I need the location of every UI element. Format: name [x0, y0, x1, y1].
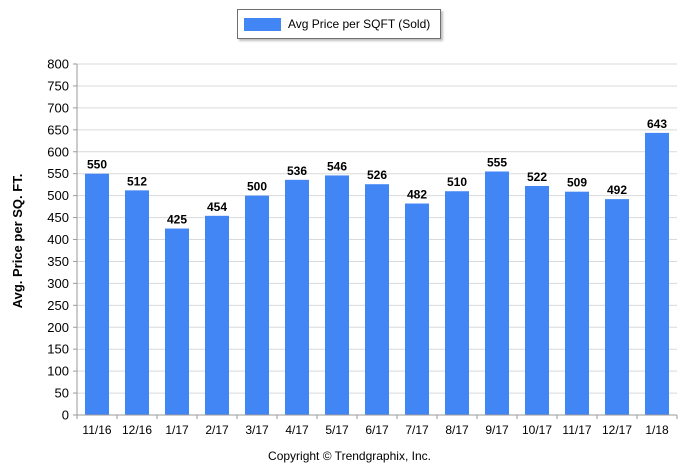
data-label: 454: [207, 200, 227, 214]
data-label: 500: [247, 180, 267, 194]
x-tick-label: 11/17: [562, 423, 591, 437]
data-label: 555: [487, 155, 507, 169]
data-label: 509: [567, 176, 587, 190]
legend-label: Avg Price per SQFT (Sold): [288, 17, 431, 31]
x-tick-label: 3/17: [245, 423, 269, 437]
y-tick-label: 500: [47, 188, 69, 203]
bar: [645, 132, 669, 416]
x-tick-label: 4/17: [285, 423, 309, 437]
bar: [325, 175, 349, 415]
data-label: 510: [447, 175, 467, 189]
bar: [525, 185, 549, 415]
y-tick-label: 300: [47, 276, 69, 291]
data-labels: 550 512 425 454 500 536 546 526 482 510 555 522 509 4…: [87, 117, 667, 227]
bar: [365, 184, 389, 415]
x-tick-label: 11/16: [82, 423, 111, 437]
bar: [565, 191, 589, 415]
y-tick-label: 350: [47, 254, 69, 269]
data-label: 522: [527, 170, 547, 184]
x-tick-label: 12/17: [602, 423, 632, 437]
data-label: 643: [647, 117, 667, 131]
data-label: 536: [287, 164, 307, 178]
y-tick-label: 600: [47, 144, 69, 159]
data-label: 425: [167, 213, 187, 227]
legend-swatch: [244, 17, 281, 31]
bar: [125, 190, 149, 415]
y-tick-label: 800: [47, 57, 69, 72]
x-tick-label: 7/17: [405, 423, 429, 437]
bar: [245, 195, 269, 415]
x-tick-label: 12/16: [122, 423, 152, 437]
y-tick-label: 650: [47, 122, 69, 137]
y-tick-label: 550: [47, 166, 69, 181]
bar: [165, 228, 189, 415]
x-tick-label: 6/17: [365, 423, 389, 437]
chart-legend: Avg Price per SQFT (Sold): [237, 9, 441, 39]
data-label: 492: [607, 183, 627, 197]
y-tick-label: 100: [47, 364, 69, 379]
x-tick-label: 10/17: [522, 423, 552, 437]
data-label: 526: [367, 168, 387, 182]
bar: [285, 179, 309, 415]
y-tick-label: 50: [55, 386, 69, 401]
axes: 0 50 100 150 200 250 300 350 400 450 500 550 600 650 7…: [47, 57, 678, 437]
y-tick-label: 450: [47, 210, 69, 225]
x-tick-label: 2/17: [205, 423, 229, 437]
x-tick-label: 9/17: [485, 423, 509, 437]
y-tick-label: 750: [47, 78, 69, 93]
bar: [485, 171, 509, 415]
bar: [445, 191, 469, 415]
bar: [405, 203, 429, 415]
y-tick-label: 200: [47, 320, 69, 335]
x-tick-label: 1/17: [165, 423, 189, 437]
bar: [85, 173, 109, 415]
bars: [85, 132, 669, 416]
copyright-text: Copyright © Trendgraphix, Inc.: [268, 449, 431, 463]
data-label: 512: [127, 174, 147, 188]
y-tick-label: 700: [47, 100, 69, 115]
y-tick-label: 250: [47, 298, 69, 313]
y-tick-label: 150: [47, 342, 69, 357]
data-label: 482: [407, 188, 427, 202]
x-tick-label: 1/18: [645, 423, 669, 437]
x-tick-label: 8/17: [445, 423, 469, 437]
data-label: 550: [87, 158, 107, 172]
bar: [205, 215, 229, 415]
y-axis-title: Avg. Price per SQ. FT.: [10, 174, 25, 309]
x-tick-label: 5/17: [325, 423, 349, 437]
data-label: 546: [327, 159, 347, 173]
y-tick-label: 400: [47, 232, 69, 247]
y-tick-label: 0: [62, 408, 69, 423]
bar: [605, 199, 629, 415]
